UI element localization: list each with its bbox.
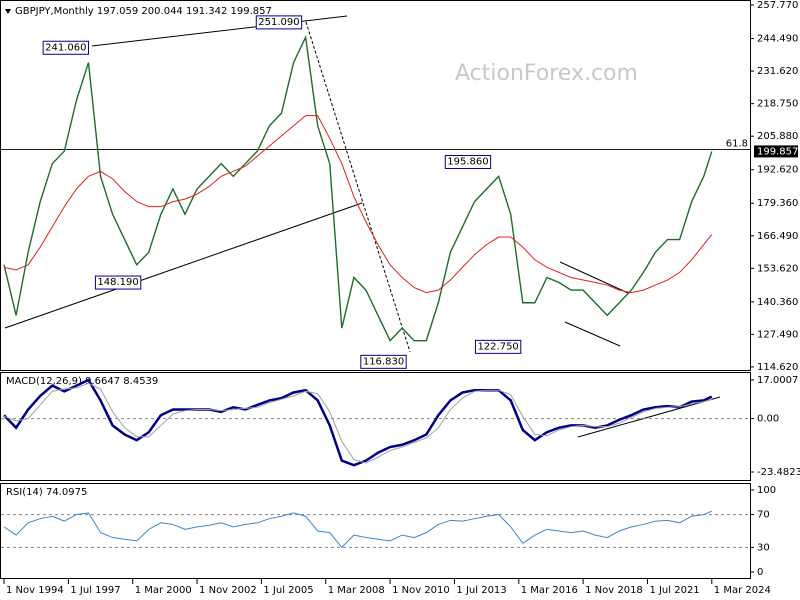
symbol-icon (5, 9, 11, 14)
x-tick-label: 1 Nov 2002 (199, 585, 257, 596)
annotation-box (474, 339, 522, 354)
trend-line (577, 396, 721, 438)
trend-line (305, 21, 411, 353)
macd-panel (0, 372, 751, 481)
watermark: ActionForex.com (455, 61, 638, 86)
trend-line (564, 321, 621, 347)
trend-line (4, 202, 363, 329)
series-line (3, 510, 712, 549)
x-tick-label: 1 Mar 2024 (714, 585, 771, 596)
fib-label: 61.8 (726, 139, 748, 150)
x-tick-label: 1 Mar 2000 (135, 585, 192, 596)
annotation-label: 195.860 (447, 157, 488, 168)
annotation-label: 241.060 (45, 42, 86, 53)
y-tick-label: 179.360 (757, 198, 798, 209)
annotation-label: 116.830 (363, 356, 404, 367)
rsi-panel (0, 483, 751, 579)
y-tick-label: 127.490 (757, 329, 798, 340)
y-tick-label: 257.770 (757, 0, 798, 11)
y-tick-label: 166.490 (757, 231, 798, 242)
price-tag-label: 199.857 (757, 146, 798, 157)
annotation-label: 251.090 (258, 17, 299, 28)
series-line (3, 34, 713, 342)
y-tick-label: 17.0007 (757, 375, 798, 386)
y-tick-label: 205.880 (757, 131, 798, 142)
trend-line (91, 15, 348, 47)
x-tick-label: 1 Nov 1994 (6, 585, 64, 596)
x-tick-label: 1 Nov 2010 (392, 585, 450, 596)
y-tick-label: 140.360 (757, 297, 798, 308)
price-panel (0, 0, 751, 371)
y-tick-label: 218.750 (757, 99, 798, 110)
price-tag (754, 145, 798, 158)
y-tick-label: 114.620 (757, 362, 798, 373)
annotation-label: 122.750 (477, 341, 518, 352)
annotation-box (360, 354, 407, 369)
x-tick-label: 1 Jul 2013 (456, 585, 506, 596)
x-tick-label: 1 Mar 2016 (521, 585, 578, 596)
annotation-label: 148.190 (97, 277, 138, 288)
x-tick-label: 1 Mar 2008 (328, 585, 385, 596)
y-tick-label: 244.490 (757, 34, 798, 45)
macd-title: MACD(12,26,9) 9.6647 8.4539 (6, 376, 158, 387)
y-tick-label: 30 (757, 542, 770, 553)
series-line (3, 115, 713, 294)
y-tick-label: 100 (757, 485, 776, 496)
annotation-box (94, 275, 142, 290)
x-tick-label: 1 Nov 2018 (585, 585, 643, 596)
chart-title: GBPJPY,Monthly 197.059 200.044 191.342 1… (15, 6, 272, 17)
y-tick-label: 70 (757, 510, 770, 521)
y-tick-label: 0 (757, 567, 763, 578)
annotation-box (255, 15, 303, 30)
trend-line (559, 261, 629, 294)
series-line (3, 382, 712, 464)
y-tick-label: 231.620 (757, 66, 798, 77)
annotation-box (42, 40, 89, 55)
y-tick-label: 0.00 (757, 414, 779, 425)
x-tick-label: 1 Jul 2021 (649, 585, 699, 596)
y-tick-label: -23.4823 (757, 467, 800, 478)
x-tick-label: 1 Jul 1997 (70, 585, 120, 596)
annotation-box (444, 155, 492, 170)
rsi-title: RSI(14) 74.0975 (6, 487, 87, 498)
y-tick-label: 153.620 (757, 263, 798, 274)
y-tick-label: 192.620 (757, 165, 798, 176)
x-tick-label: 1 Jul 2005 (263, 585, 313, 596)
series-line (3, 378, 713, 467)
